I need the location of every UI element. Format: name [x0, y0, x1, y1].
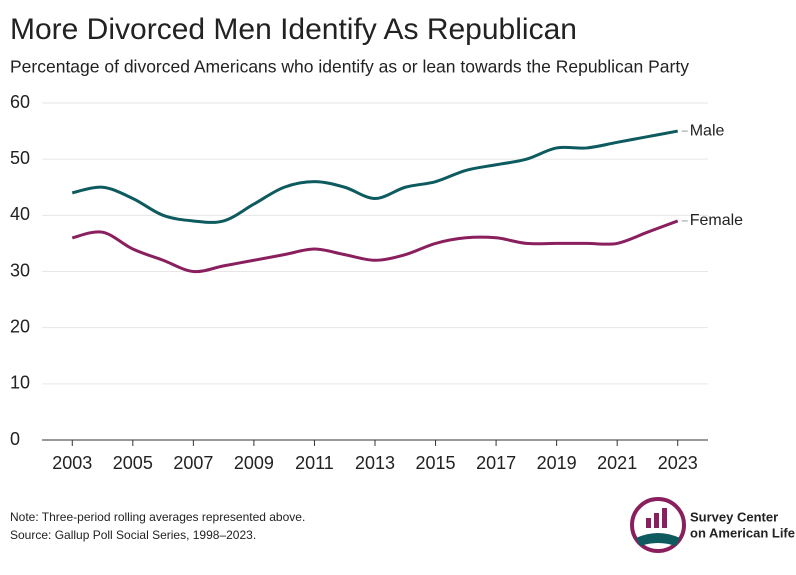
- x-tick-label: 2009: [234, 453, 274, 473]
- x-tick-label: 2019: [537, 453, 577, 473]
- x-tick-label: 2023: [658, 453, 698, 473]
- y-tick-label: 20: [10, 316, 30, 336]
- note: Source: Gallup Poll Social Series, 1998–…: [10, 528, 256, 542]
- x-tick-label: 2021: [597, 453, 637, 473]
- x-tick-label: 2007: [173, 453, 213, 473]
- chart-subtitle: Percentage of divorced Americans who ide…: [10, 57, 689, 77]
- logo-text: Survey Center: [690, 509, 778, 524]
- logo-wave: [636, 533, 680, 546]
- y-tick-label: 30: [10, 260, 30, 280]
- note: Note: Three-period rolling averages repr…: [10, 510, 305, 524]
- y-tick-label: 10: [10, 373, 30, 393]
- y-tick-label: 50: [10, 148, 30, 168]
- x-tick-label: 2015: [416, 453, 456, 473]
- line: [71, 129, 679, 224]
- y-tick-label: 60: [10, 92, 30, 112]
- logo-bar: [654, 513, 659, 528]
- y-tick-label: 0: [10, 429, 20, 449]
- line-label: Female: [690, 212, 743, 229]
- x-tick-label: 2013: [355, 453, 395, 473]
- logo: Survey Center on American Life: [630, 497, 795, 553]
- line: [71, 219, 679, 274]
- logo-text: on American Life: [690, 525, 795, 540]
- x-tick-label: 2011: [295, 453, 334, 473]
- logo-ring: [630, 497, 686, 553]
- logo-bar: [646, 518, 651, 528]
- x-tick-label: 2017: [476, 453, 516, 473]
- x-tick-label: 2003: [52, 453, 92, 473]
- chart-title: More Divorced Men Identify As Republican: [10, 13, 577, 46]
- line-label: Male: [690, 122, 725, 139]
- logo-bar: [662, 508, 667, 528]
- y-tick-label: 40: [10, 204, 30, 224]
- x-tick-label: 2005: [113, 453, 153, 473]
